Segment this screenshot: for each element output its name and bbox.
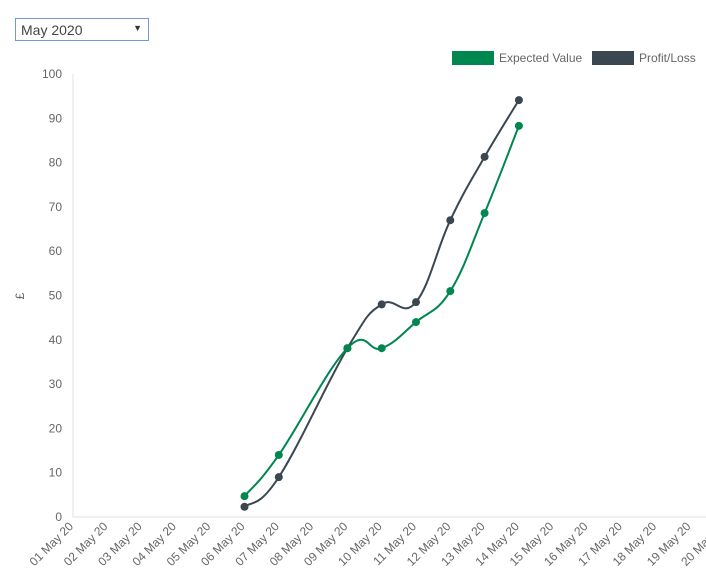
legend-swatch xyxy=(452,51,494,65)
data-point-expected-value[interactable] xyxy=(343,344,352,353)
data-point-profit-loss[interactable] xyxy=(480,152,489,161)
y-tick-label: 20 xyxy=(49,421,63,435)
legend-swatch xyxy=(592,51,634,65)
data-point-profit-loss[interactable] xyxy=(377,300,386,309)
y-tick-label: 100 xyxy=(42,67,62,81)
y-tick-label: 70 xyxy=(49,200,63,214)
y-axis-title: £ xyxy=(13,292,27,299)
data-point-profit-loss[interactable] xyxy=(446,216,455,225)
y-axis: 0 10 20 30 40 50 60 70 80 90 100 £ xyxy=(13,67,74,524)
data-point-expected-value[interactable] xyxy=(274,450,283,459)
y-tick-label: 30 xyxy=(49,377,63,391)
data-point-profit-loss[interactable] xyxy=(514,96,523,105)
y-tick-label: 0 xyxy=(55,510,62,524)
series-line-expected-value xyxy=(243,125,520,497)
data-point-expected-value[interactable] xyxy=(514,121,523,130)
legend: Expected Value Profit/Loss xyxy=(452,51,696,65)
data-point-expected-value[interactable] xyxy=(480,209,489,218)
y-tick-label: 80 xyxy=(49,156,63,170)
plot-area xyxy=(240,96,523,511)
month-select-value: May 2020 xyxy=(21,22,83,38)
y-tick-label: 40 xyxy=(49,333,63,347)
data-point-expected-value[interactable] xyxy=(240,492,249,501)
caret-down-icon: ▼ xyxy=(133,23,142,33)
legend-label: Profit/Loss xyxy=(639,51,696,65)
y-tick-label: 10 xyxy=(49,466,63,480)
legend-label: Expected Value xyxy=(499,51,582,65)
data-point-profit-loss[interactable] xyxy=(240,502,249,511)
data-point-profit-loss[interactable] xyxy=(412,298,420,307)
data-point-expected-value[interactable] xyxy=(412,318,420,327)
series-line-profit-loss xyxy=(243,99,520,508)
y-tick-label: 60 xyxy=(49,244,63,258)
data-point-profit-loss[interactable] xyxy=(274,473,283,482)
y-tick-label: 50 xyxy=(49,289,63,303)
month-select[interactable]: May 2020 ▼ xyxy=(15,18,149,41)
y-tick-label: 90 xyxy=(49,111,63,125)
data-point-expected-value[interactable] xyxy=(446,287,455,296)
data-point-expected-value[interactable] xyxy=(377,344,386,353)
